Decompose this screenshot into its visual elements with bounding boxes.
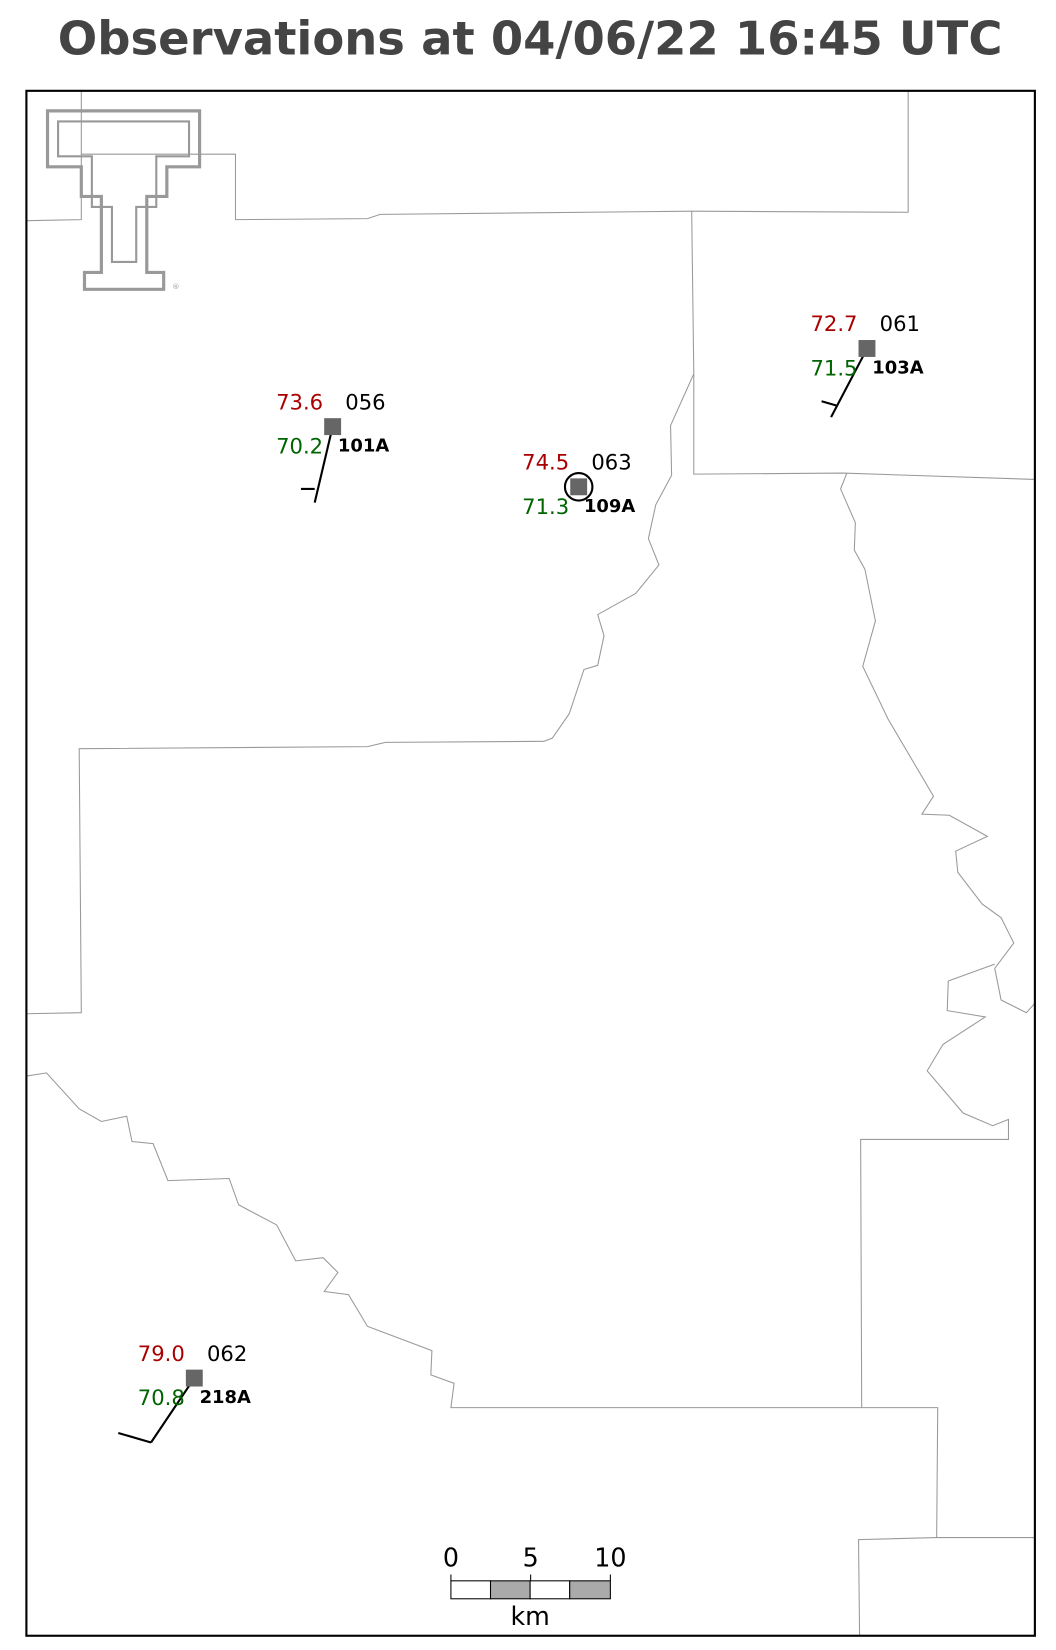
county-borders xyxy=(26,90,1036,1636)
stations: 73.6 056 70.2 101A 74.5 063 71.3 109A 72.7 061 71.… xyxy=(117,311,924,1444)
scale-unit: km xyxy=(510,1601,549,1631)
wind-barb xyxy=(830,354,865,418)
scale-tick-label: 5 xyxy=(523,1543,539,1573)
title: Observations at 04/06/22 16:45 UTC xyxy=(58,12,1003,66)
station-plot: 74.5 063 71.3 109A xyxy=(522,450,635,519)
wind-barb xyxy=(117,1431,152,1444)
temperature: 74.5 xyxy=(522,450,569,475)
calm-wind xyxy=(563,472,594,502)
station-marker xyxy=(858,340,876,357)
pressure: 062 xyxy=(207,1341,247,1366)
station-plot: 79.0 062 70.8 218A xyxy=(117,1341,251,1444)
scale-tick-label: 10 xyxy=(594,1543,626,1573)
wind-barb xyxy=(313,426,334,503)
station-id: 218A xyxy=(200,1387,251,1408)
pressure: 056 xyxy=(345,389,385,414)
station-marker xyxy=(570,478,588,496)
dewpoint: 70.2 xyxy=(276,434,323,459)
wind-barb xyxy=(821,400,837,407)
station-id: 109A xyxy=(584,496,635,517)
station-id: 101A xyxy=(338,436,389,457)
svg-text:®: ® xyxy=(172,282,179,291)
station-plot: 73.6 056 70.2 101A xyxy=(276,389,389,503)
wind-barb xyxy=(150,1383,191,1444)
pressure: 061 xyxy=(880,311,920,336)
map-frame xyxy=(25,89,1036,1637)
dewpoint: 71.3 xyxy=(522,494,569,519)
temperature: 73.6 xyxy=(276,389,323,414)
station-marker xyxy=(324,418,342,436)
dewpoint: 70.8 xyxy=(138,1385,185,1410)
pressure: 063 xyxy=(591,450,631,475)
station-plot: 72.7 061 71.5 103A xyxy=(810,311,924,418)
station-id: 103A xyxy=(872,358,923,379)
logo: ® xyxy=(45,109,202,291)
dewpoint: 71.5 xyxy=(810,356,857,381)
scale-bar: km 0 5 10 xyxy=(443,1543,627,1631)
station-marker xyxy=(185,1369,203,1387)
scale-tick-label: 0 xyxy=(443,1543,459,1573)
temperature: 72.7 xyxy=(810,311,857,336)
temperature: 79.0 xyxy=(138,1341,185,1366)
